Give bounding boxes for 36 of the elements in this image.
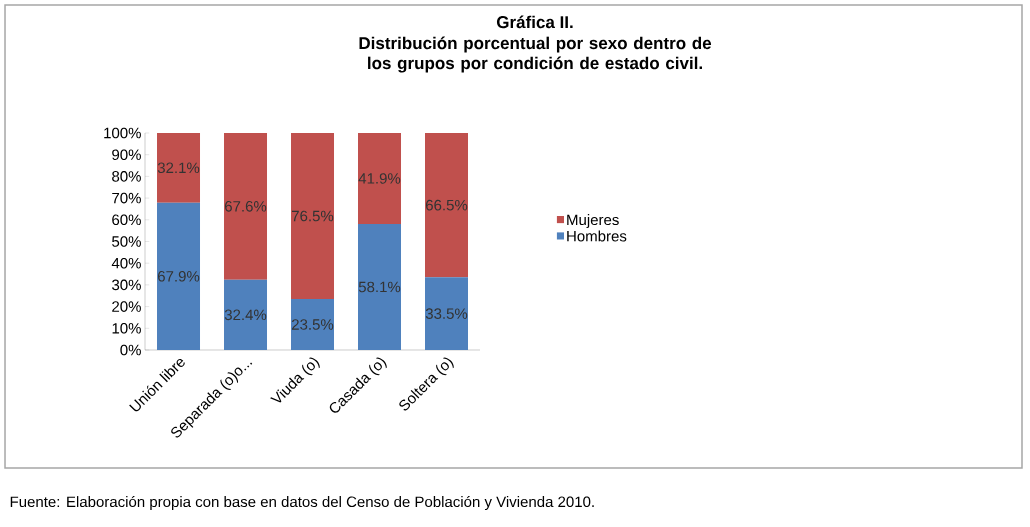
bar xyxy=(224,132,268,280)
data-label: 67.6% xyxy=(225,201,267,212)
y-tick-label: 90% xyxy=(112,149,141,160)
data-label: 32.4% xyxy=(224,309,267,321)
data-label: 23.5% xyxy=(292,319,334,330)
text: Gráfica II. xyxy=(496,15,573,29)
y-tick-label: 60% xyxy=(112,214,141,226)
legend-label: Hombres xyxy=(567,230,627,242)
bar xyxy=(425,132,468,278)
bar xyxy=(157,202,201,350)
source-note: Fuente: Elaboración propia con base en datos del Censo de Población y Vivienda 2010. xyxy=(10,495,594,511)
y-tick-label: 0% xyxy=(120,344,141,356)
y-tick-label: 30% xyxy=(112,279,141,291)
y-tick-label: 10% xyxy=(112,322,141,334)
data-label: 67.9% xyxy=(158,271,200,282)
data-label: 32.1% xyxy=(157,162,200,174)
bar xyxy=(291,132,335,299)
y-tick-label: 50% xyxy=(112,236,141,247)
data-label: 76.5% xyxy=(292,210,334,222)
data-label: 58.1% xyxy=(358,281,401,293)
y-tick-label: 80% xyxy=(112,171,141,182)
data-label: 66.5% xyxy=(426,199,468,211)
legend-label: Mujeres xyxy=(567,214,619,229)
bar xyxy=(291,299,335,350)
data-label: 33.5% xyxy=(425,308,468,319)
data-label: 41.9% xyxy=(358,173,401,184)
y-tick-label: 20% xyxy=(112,301,141,312)
bar xyxy=(157,132,201,203)
text: Distribución porcentual por sexo dentro de los grupos por condición de estado civil. xyxy=(359,36,712,73)
y-tick-label: 100% xyxy=(104,127,141,139)
bar xyxy=(224,279,268,350)
bar xyxy=(425,277,468,350)
bar xyxy=(358,132,402,224)
bar xyxy=(358,223,402,350)
y-tick-label: 70% xyxy=(112,192,141,204)
y-tick-label: 40% xyxy=(111,257,141,269)
